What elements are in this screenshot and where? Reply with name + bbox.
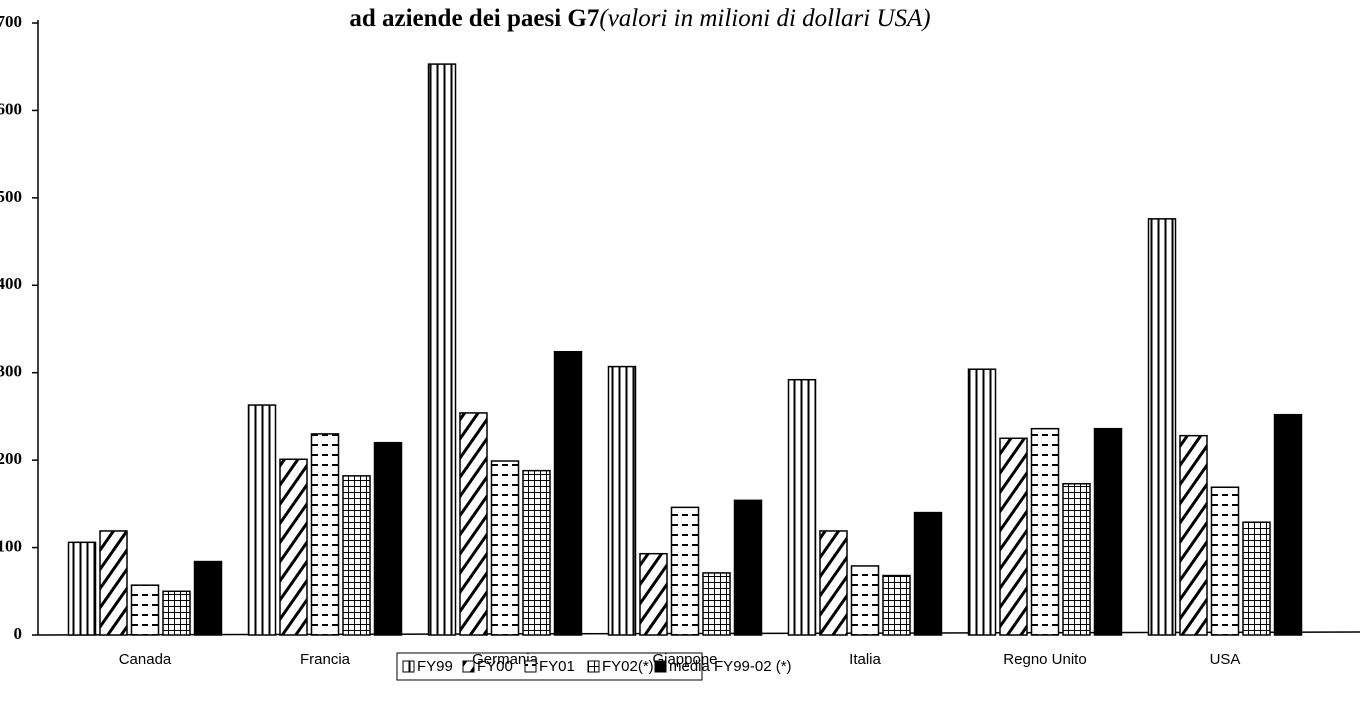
legend-swatch	[654, 660, 667, 673]
x-tick-label: Germania	[472, 651, 539, 668]
legend-swatch	[462, 660, 475, 673]
subtitle: (valori in milioni di dollari USA)	[599, 5, 930, 32]
bar	[733, 499, 763, 636]
y-tick-label: 600	[0, 99, 22, 118]
bar	[1273, 413, 1303, 636]
bar	[1147, 218, 1177, 636]
bar	[607, 365, 637, 636]
bar	[459, 412, 488, 636]
y-tick-label: 200	[0, 449, 22, 468]
x-tick-label: Italia	[849, 651, 881, 668]
y-tick-label: 700	[0, 12, 22, 31]
bar	[162, 590, 191, 636]
title: ad aziende dei paesi G7	[349, 5, 599, 32]
x-tick-label: Regno Unito	[1003, 651, 1086, 668]
legend-label: FY00	[477, 658, 513, 675]
legend-label: FY01	[539, 658, 575, 675]
chart-title: ad aziende dei paesi G7(valori in milion…	[349, 5, 930, 32]
bar	[553, 350, 583, 636]
legend-label: FY99	[417, 658, 453, 675]
bar	[787, 378, 817, 636]
bar	[967, 368, 997, 636]
y-tick-label: 0	[14, 624, 23, 643]
x-tick-label: Canada	[119, 651, 172, 668]
bar	[670, 506, 700, 636]
bar	[522, 469, 551, 636]
legend	[396, 652, 703, 681]
bar	[913, 511, 943, 636]
bar	[373, 441, 403, 636]
bar	[193, 560, 223, 636]
x-tick-label: Giappone	[652, 651, 717, 668]
legend-swatch	[587, 660, 600, 673]
bar	[67, 541, 97, 636]
bar	[1242, 521, 1271, 636]
x-tick-label: Francia	[300, 651, 351, 668]
bar	[247, 404, 277, 636]
legend-swatch	[524, 660, 537, 673]
bar	[130, 584, 160, 636]
bar	[1210, 486, 1240, 636]
bar	[310, 433, 340, 636]
legend-label: media FY99-02 (*)	[669, 658, 792, 675]
bar	[490, 460, 520, 636]
bar	[99, 530, 128, 636]
bar	[819, 530, 848, 636]
bar	[1062, 482, 1091, 636]
bar	[1179, 434, 1208, 636]
legend-label: FY02(*)	[602, 658, 654, 675]
bar	[1030, 427, 1060, 636]
y-tick-label: 100	[0, 536, 22, 555]
bar	[279, 458, 308, 636]
bar	[639, 552, 668, 636]
y-tick-label: 500	[0, 187, 22, 206]
bar	[342, 475, 371, 636]
y-tick-label: 300	[0, 362, 22, 381]
y-tick-label: 400	[0, 274, 22, 293]
x-tick-label: USA	[1210, 651, 1241, 668]
bar	[999, 437, 1028, 636]
bar	[1093, 427, 1123, 636]
bar	[882, 574, 911, 636]
bar	[850, 565, 880, 636]
bar	[702, 572, 731, 636]
bar	[427, 63, 457, 636]
legend-swatch	[402, 660, 415, 673]
